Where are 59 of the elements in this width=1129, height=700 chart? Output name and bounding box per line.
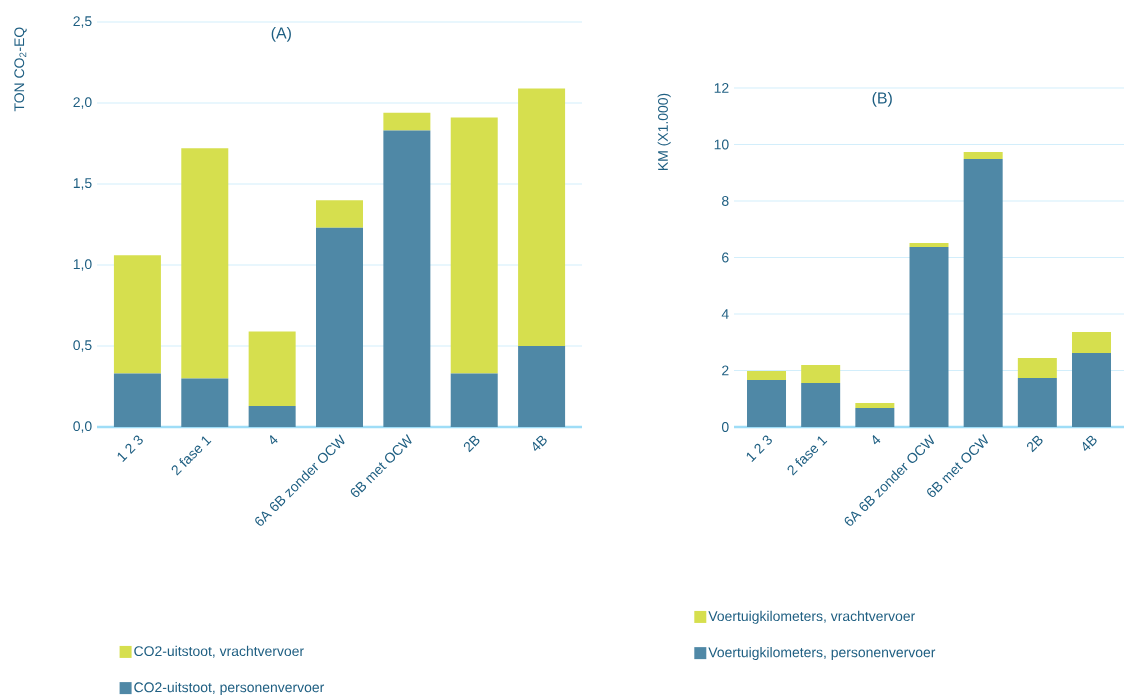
bar: [1072, 352, 1111, 427]
bar: [316, 227, 364, 427]
legend-label: CO2-uitstoot, vrachtvervoer: [134, 645, 304, 658]
bar: [963, 152, 1003, 159]
bar: [181, 378, 229, 427]
y-tick-label: 2: [722, 365, 729, 376]
bar: [181, 148, 229, 379]
bar: [855, 408, 895, 427]
y-axis-title: KM (X1.000): [657, 93, 671, 170]
bar: [518, 88, 566, 346]
y-tick-label: 2,5: [73, 16, 92, 28]
bar: [1017, 378, 1057, 427]
y-tick-label: 12: [714, 83, 729, 93]
y-tick-label: 6: [722, 252, 729, 263]
x-tick-label: 1 2 3: [117, 435, 143, 462]
y-tick-label: 8: [722, 196, 729, 206]
chart-title: (A): [271, 26, 291, 42]
bar: [963, 158, 1003, 427]
y-tick-label: 10: [714, 139, 729, 150]
x-tick-label: 2B: [1026, 435, 1043, 453]
bar: [1017, 358, 1057, 379]
x-tick-label: 2 fase 1: [787, 436, 828, 476]
bar: [248, 331, 296, 406]
bar: [909, 243, 949, 248]
x-tick-label: 2B: [463, 435, 480, 453]
bar: [801, 365, 841, 383]
bar: [747, 380, 787, 427]
x-tick-label: 4: [270, 435, 278, 445]
legend-label: CO2-uitstoot, personenvervoer: [134, 682, 325, 695]
bar: [855, 402, 895, 409]
bar: [747, 371, 787, 381]
y-tick-label: 2,0: [73, 97, 92, 109]
bar: [450, 117, 498, 374]
x-tick-label: 2 fase 1: [171, 436, 212, 476]
legend-label: Voertuigkilometers, personenvervoer: [708, 647, 936, 661]
chart-title: (B): [872, 91, 892, 107]
y-tick-label: 4: [721, 309, 729, 319]
x-tick-label: 4: [872, 435, 881, 445]
bar: [113, 255, 161, 374]
bar: [316, 200, 364, 228]
bar: [1072, 332, 1111, 353]
bar: [909, 247, 949, 427]
legend-label: Voertuigkilometers, vrachtvervoer: [708, 610, 916, 624]
y-tick-label: 1,0: [73, 259, 92, 271]
bar: [383, 130, 431, 427]
x-tick-label: 4B: [532, 435, 547, 451]
bar: [383, 112, 431, 131]
y-axis-title: TON CO$_{2}$-EQ: [14, 27, 27, 112]
bar: [801, 382, 841, 427]
y-tick-label: 0,5: [73, 340, 92, 352]
y-tick-label: 0: [721, 422, 729, 432]
y-tick-label: 0,0: [73, 421, 92, 433]
x-tick-label: 4B: [1082, 435, 1097, 451]
bar: [248, 405, 296, 427]
y-tick-label: 1,5: [73, 178, 92, 190]
x-tick-label: 1 2 3: [746, 435, 772, 462]
bar: [450, 373, 498, 427]
bar: [518, 345, 566, 427]
bar: [113, 373, 161, 427]
